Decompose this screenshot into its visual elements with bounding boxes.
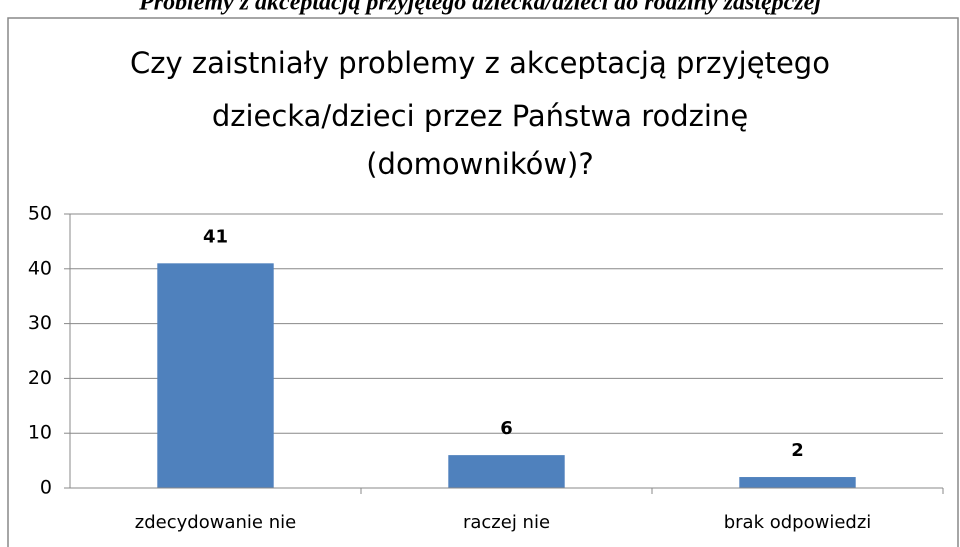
x-tick-label: raczej nie [463, 512, 550, 533]
bar [448, 455, 565, 488]
caption: Problemy z akceptacją przyjętego dziecka… [138, 0, 821, 16]
y-tick-label: 50 [28, 203, 52, 225]
y-tick-label: 20 [28, 367, 52, 389]
bar [739, 477, 856, 488]
chart-title: (domowników)? [366, 147, 594, 181]
y-tick-label: 30 [28, 312, 52, 334]
data-label: 6 [500, 418, 513, 439]
x-tick-label: zdecydowanie nie [135, 512, 296, 533]
x-tick-label: brak odpowiedzi [724, 512, 872, 533]
chart-title: Czy zaistniały problemy z akceptacją prz… [130, 46, 830, 80]
y-tick-label: 0 [40, 477, 52, 499]
chart-title: dziecka/dzieci przez Państwa rodzinę [212, 99, 748, 133]
y-tick-label: 40 [28, 257, 52, 279]
bar [157, 263, 274, 488]
data-label: 41 [203, 226, 228, 247]
data-label: 2 [791, 440, 804, 461]
y-tick-label: 10 [28, 422, 52, 444]
